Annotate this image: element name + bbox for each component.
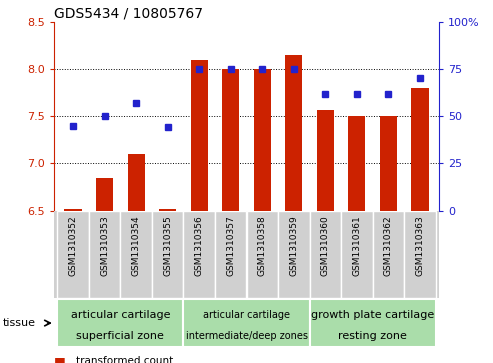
Bar — [96, 178, 113, 211]
Bar — [65, 209, 82, 211]
Bar — [89, 211, 120, 298]
Text: intermediate/deep zones: intermediate/deep zones — [185, 331, 308, 341]
Text: tissue: tissue — [2, 318, 35, 328]
Text: GSM1310358: GSM1310358 — [258, 215, 267, 276]
Bar — [215, 211, 246, 298]
Text: resting zone: resting zone — [338, 331, 407, 341]
Bar — [310, 211, 341, 298]
Text: GSM1310356: GSM1310356 — [195, 215, 204, 276]
Text: GSM1310352: GSM1310352 — [69, 215, 77, 276]
Text: GSM1310360: GSM1310360 — [321, 215, 330, 276]
Bar — [222, 69, 240, 211]
Text: GSM1310363: GSM1310363 — [416, 215, 424, 276]
Text: GSM1310354: GSM1310354 — [132, 215, 141, 276]
Bar — [152, 211, 183, 298]
Bar — [285, 55, 302, 211]
Text: ■: ■ — [54, 355, 70, 363]
Bar — [191, 60, 208, 211]
Text: transformed count: transformed count — [76, 356, 174, 363]
Bar — [310, 299, 436, 347]
Bar — [159, 209, 176, 211]
Text: articular cartilage: articular cartilage — [203, 310, 290, 321]
Bar — [278, 211, 310, 298]
Bar — [380, 116, 397, 211]
Text: articular cartilage: articular cartilage — [70, 310, 170, 321]
Text: GSM1310355: GSM1310355 — [163, 215, 172, 276]
Bar — [411, 88, 428, 211]
Bar — [253, 69, 271, 211]
Bar — [57, 299, 183, 347]
Text: GSM1310359: GSM1310359 — [289, 215, 298, 276]
Text: superficial zone: superficial zone — [76, 331, 164, 341]
Bar — [246, 211, 278, 298]
Bar — [120, 211, 152, 298]
Bar — [348, 116, 365, 211]
Bar — [183, 211, 215, 298]
Bar — [317, 110, 334, 211]
Bar — [128, 154, 145, 211]
Text: GSM1310357: GSM1310357 — [226, 215, 235, 276]
Bar — [183, 299, 310, 347]
Bar — [341, 211, 373, 298]
Bar — [373, 211, 404, 298]
Text: growth plate cartilage: growth plate cartilage — [311, 310, 434, 321]
Text: GSM1310361: GSM1310361 — [352, 215, 361, 276]
Bar — [404, 211, 436, 298]
Bar — [57, 211, 89, 298]
Text: GSM1310353: GSM1310353 — [100, 215, 109, 276]
Text: GSM1310362: GSM1310362 — [384, 215, 393, 276]
Text: GDS5434 / 10805767: GDS5434 / 10805767 — [54, 7, 203, 21]
